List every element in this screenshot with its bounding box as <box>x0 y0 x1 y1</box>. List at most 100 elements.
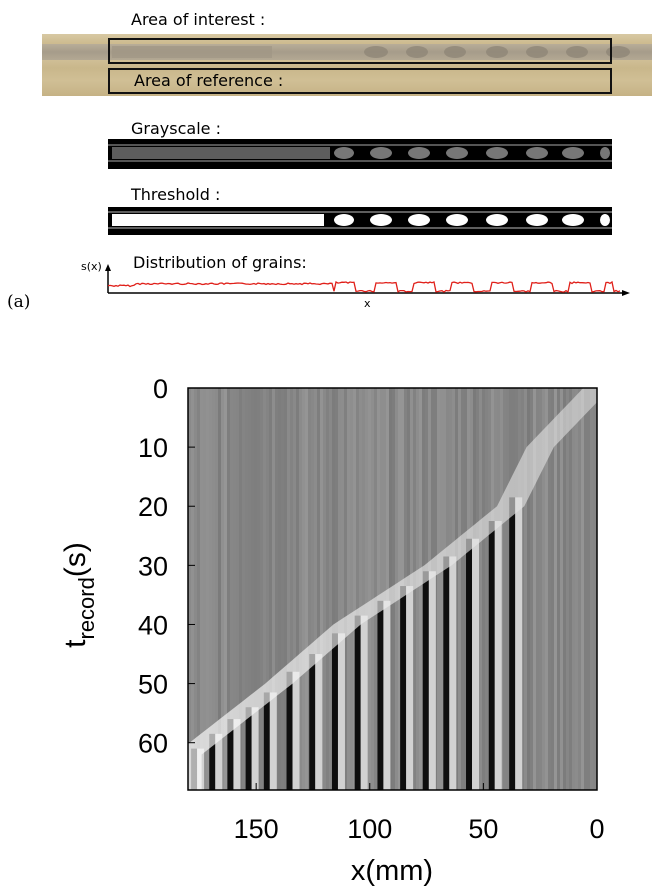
heatmap-streak <box>353 388 356 790</box>
heatmap-streak <box>461 388 464 790</box>
heatmap-streak <box>575 388 578 790</box>
heatmap-streak <box>221 388 224 790</box>
y-axis-title-unit: (s) <box>59 542 92 577</box>
heatmap-streak <box>215 388 218 790</box>
distribution-plot <box>105 264 630 296</box>
heatmap-streak <box>278 388 281 790</box>
heatmap-streak <box>335 388 338 790</box>
heatmap-streak <box>260 388 263 790</box>
grayscale-label: Grayscale : <box>131 119 221 138</box>
heatmap-dark-band <box>466 538 473 790</box>
heatmap-streak <box>347 388 350 790</box>
heatmap-streak <box>464 388 467 790</box>
heatmap-grain-column <box>449 556 457 790</box>
heatmap-streak <box>338 388 341 790</box>
gray-grain <box>486 147 508 159</box>
heatmap-grain-column <box>383 600 391 790</box>
photo-grain <box>486 46 508 58</box>
x-tick-label: 150 <box>234 814 279 844</box>
heatmap-grain-column <box>494 521 502 790</box>
heatmap-grain-column <box>406 586 414 790</box>
photo-grain <box>364 46 388 58</box>
heatmap-dark-band <box>400 586 407 790</box>
grayscale-strip <box>108 139 612 169</box>
heatmap-streak <box>341 388 344 790</box>
heatmap-streak <box>458 388 461 790</box>
heatmap-dark-band <box>245 707 252 790</box>
heatmap-dark-band <box>263 692 270 790</box>
x-tick-label: 100 <box>347 814 392 844</box>
heatmap-streak <box>230 388 233 790</box>
heatmap-streak <box>503 388 506 790</box>
heatmap-streak <box>275 388 278 790</box>
thresh-grain <box>600 214 610 226</box>
heatmap-streak <box>302 388 305 790</box>
heatmap-grain-column <box>251 707 259 790</box>
heatmap-streak <box>359 388 362 790</box>
photo-grains <box>112 46 630 58</box>
photo-grain <box>406 46 428 58</box>
heatmap-dark-band <box>209 733 216 790</box>
heatmap-streak <box>548 388 551 790</box>
thresh-grain <box>334 214 354 226</box>
heatmap-streak <box>239 388 242 790</box>
threshold-strip <box>108 207 612 235</box>
y-axis-title-main: t <box>59 639 92 648</box>
heatmap-streak <box>479 388 482 790</box>
heatmap-grain-column <box>269 692 277 790</box>
thresh-grain <box>446 214 468 226</box>
x-axis-title: x(mm) <box>351 855 433 887</box>
heatmap-streak <box>257 388 260 790</box>
heatmap-streak <box>236 388 239 790</box>
heatmap-streak <box>551 388 554 790</box>
heatmap-grain-column <box>472 538 480 790</box>
thresh-grain <box>486 214 508 226</box>
heatmap-streak <box>533 388 536 790</box>
x-tick-label: 0 <box>589 814 604 844</box>
heatmap-grain-column <box>337 633 345 790</box>
y-tick-label: 20 <box>138 492 168 522</box>
heatmap-streak <box>296 388 299 790</box>
y-axis-title-sub: record <box>74 577 99 639</box>
heatmap-streak <box>263 388 266 790</box>
heatmap-streak <box>344 388 347 790</box>
photo-grain <box>606 46 630 58</box>
heatmap-dark-band <box>227 719 234 790</box>
heatmap-dark-band <box>331 633 338 790</box>
heatmap-streak <box>383 388 386 790</box>
heatmap-streak <box>455 388 458 790</box>
y-tick-label: 0 <box>153 374 168 404</box>
heatmap-streak <box>350 388 353 790</box>
heatmap-streak <box>563 388 566 790</box>
heatmap-dark-band <box>354 615 361 790</box>
heatmap-streak <box>269 388 272 790</box>
heatmap-streak <box>218 388 221 790</box>
gray-grain <box>446 147 468 159</box>
photo-grain <box>526 46 548 58</box>
y-tick-label: 10 <box>138 433 168 463</box>
heatmap-streak <box>356 388 359 790</box>
x-axis-label-a: x <box>364 297 371 310</box>
heatmap-streak <box>209 388 212 790</box>
heatmap-streak <box>320 388 323 790</box>
heatmap-streak <box>245 388 248 790</box>
gray-grain <box>334 147 354 159</box>
heatmap-streak <box>419 388 422 790</box>
heatmap-streak <box>248 388 251 790</box>
heatmap-streak <box>251 388 254 790</box>
heatmap-dark-band <box>377 600 384 790</box>
heatmap-streak <box>527 388 530 790</box>
heatmap-grain-column <box>215 733 223 790</box>
y-tick-label: 50 <box>138 670 168 700</box>
thresh-grain <box>408 214 430 226</box>
heatmap-streak <box>314 388 317 790</box>
heatmap-streak <box>317 388 320 790</box>
photo-grain <box>444 46 466 58</box>
x-tick-label: 50 <box>468 814 498 844</box>
heatmap-streak <box>206 388 209 790</box>
heatmap-streak <box>557 388 560 790</box>
heatmap-streak <box>266 388 269 790</box>
heatmap-dark-band <box>488 521 495 790</box>
heatmap-streak <box>593 388 596 790</box>
